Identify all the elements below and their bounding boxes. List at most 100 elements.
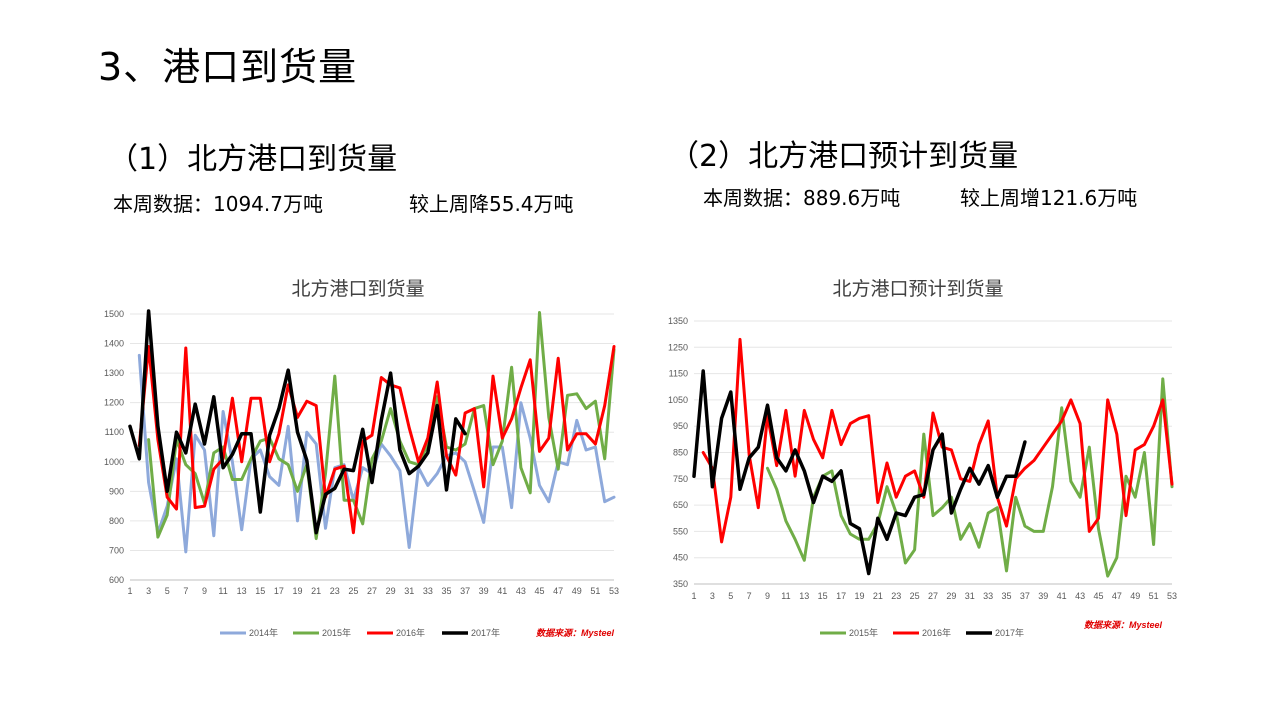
series-line-2016年 xyxy=(701,337,1174,544)
y-tick-label: 950 xyxy=(673,421,688,431)
x-tick-label: 5 xyxy=(728,591,733,601)
y-tick-label: 1400 xyxy=(104,339,124,349)
data-source-label: 数据来源：Mysteel xyxy=(1084,620,1163,630)
x-tick-label: 27 xyxy=(928,591,938,601)
page-title: 3、港口到货量 xyxy=(98,45,358,89)
y-tick-label: 750 xyxy=(673,474,688,484)
x-tick-label: 1 xyxy=(127,586,132,596)
series-line-2017年 xyxy=(128,309,467,535)
y-tick-label: 1000 xyxy=(104,457,124,467)
x-tick-label: 37 xyxy=(460,586,470,596)
series-line-2016年 xyxy=(137,345,616,535)
data-source-label: 数据来源：Mysteel xyxy=(536,628,615,638)
x-tick-label: 17 xyxy=(836,591,846,601)
y-tick-label: 650 xyxy=(673,500,688,510)
x-tick-label: 23 xyxy=(891,591,901,601)
x-tick-label: 23 xyxy=(330,586,340,596)
y-tick-label: 800 xyxy=(109,516,124,526)
series-line-2015年 xyxy=(147,311,616,541)
left-panel-heading: （1）北方港口到货量 xyxy=(108,142,398,177)
x-tick-label: 47 xyxy=(553,586,563,596)
right-change: 较上周增121.6万吨 xyxy=(960,186,1138,210)
y-tick-label: 1050 xyxy=(668,395,688,405)
y-tick-label: 1250 xyxy=(668,342,688,352)
x-tick-label: 51 xyxy=(590,586,600,596)
y-tick-label: 550 xyxy=(673,526,688,536)
legend-label: 2017年 xyxy=(471,627,500,638)
series-line-2017年 xyxy=(692,369,1027,576)
x-tick-label: 21 xyxy=(311,586,321,596)
x-tick-label: 29 xyxy=(386,586,396,596)
x-tick-label: 33 xyxy=(423,586,433,596)
y-tick-label: 1500 xyxy=(104,309,124,319)
x-tick-label: 43 xyxy=(516,586,526,596)
x-tick-label: 53 xyxy=(609,586,619,596)
x-tick-label: 21 xyxy=(873,591,883,601)
x-tick-label: 43 xyxy=(1075,591,1085,601)
x-tick-label: 11 xyxy=(781,591,790,601)
chart-1: 北方港口到货量 600 700 800 900 1000 1100 1200 1300 1400 1… xyxy=(104,278,619,638)
x-tick-label: 1 xyxy=(691,591,696,601)
x-tick-label: 9 xyxy=(202,586,207,596)
right-panel-heading: （2）北方港口预计到货量 xyxy=(669,139,1019,174)
y-tick-label: 1300 xyxy=(104,368,124,378)
x-tick-label: 35 xyxy=(441,586,451,596)
x-tick-label: 17 xyxy=(274,586,284,596)
x-tick-label: 31 xyxy=(404,586,414,596)
x-tick-label: 41 xyxy=(1057,591,1067,601)
x-tick-label: 47 xyxy=(1112,591,1122,601)
x-tick-label: 33 xyxy=(983,591,993,601)
x-tick-label: 7 xyxy=(747,591,752,601)
legend-label: 2014年 xyxy=(249,627,278,638)
x-tick-label: 51 xyxy=(1149,591,1159,601)
x-tick-label: 37 xyxy=(1020,591,1030,601)
y-tick-label: 1350 xyxy=(668,316,688,326)
x-tick-label: 39 xyxy=(1038,591,1048,601)
series-line-2015年 xyxy=(766,377,1174,578)
x-tick-label: 9 xyxy=(765,591,770,601)
x-tick-label: 3 xyxy=(146,586,151,596)
x-tick-label: 45 xyxy=(535,586,545,596)
y-tick-label: 700 xyxy=(109,545,124,555)
x-tick-label: 27 xyxy=(367,586,377,596)
right-week-data: 本周数据：889.6万吨 xyxy=(703,186,901,210)
x-tick-label: 41 xyxy=(497,586,507,596)
legend-label: 2016年 xyxy=(922,627,951,638)
x-tick-label: 3 xyxy=(710,591,715,601)
x-tick-label: 39 xyxy=(479,586,489,596)
y-tick-label: 1100 xyxy=(105,427,124,437)
legend-label: 2015年 xyxy=(322,627,351,638)
legend-label: 2017年 xyxy=(995,627,1024,638)
y-tick-label: 900 xyxy=(109,486,124,496)
x-tick-label: 53 xyxy=(1167,591,1177,601)
y-tick-label: 1200 xyxy=(104,398,124,408)
x-tick-label: 15 xyxy=(818,591,828,601)
x-tick-label: 31 xyxy=(965,591,975,601)
y-tick-label: 450 xyxy=(673,553,688,563)
x-tick-label: 13 xyxy=(799,591,809,601)
x-tick-label: 49 xyxy=(1130,591,1140,601)
x-tick-label: 15 xyxy=(255,586,265,596)
y-tick-label: 350 xyxy=(673,579,688,589)
x-tick-label: 49 xyxy=(572,586,582,596)
y-tick-label: 850 xyxy=(673,448,688,458)
x-tick-label: 5 xyxy=(165,586,170,596)
x-tick-label: 45 xyxy=(1093,591,1103,601)
chart-2: 北方港口预计到货量3504505506507508509501050115012… xyxy=(668,278,1177,638)
x-tick-label: 29 xyxy=(946,591,956,601)
x-tick-label: 19 xyxy=(854,591,864,601)
x-tick-label: 13 xyxy=(237,586,247,596)
y-tick-label: 600 xyxy=(109,575,124,585)
legend-label: 2015年 xyxy=(849,627,878,638)
x-tick-label: 25 xyxy=(910,591,920,601)
left-week-data: 本周数据：1094.7万吨 xyxy=(113,192,323,216)
chart-title: 北方港口预计到货量 xyxy=(832,278,1003,300)
x-tick-label: 35 xyxy=(1002,591,1012,601)
left-change: 较上周降55.4万吨 xyxy=(409,192,574,216)
x-tick-label: 25 xyxy=(348,586,358,596)
x-tick-label: 19 xyxy=(293,586,303,596)
legend-label: 2016年 xyxy=(396,627,425,638)
y-tick-label: 1150 xyxy=(669,369,688,379)
x-tick-label: 11 xyxy=(218,586,227,596)
